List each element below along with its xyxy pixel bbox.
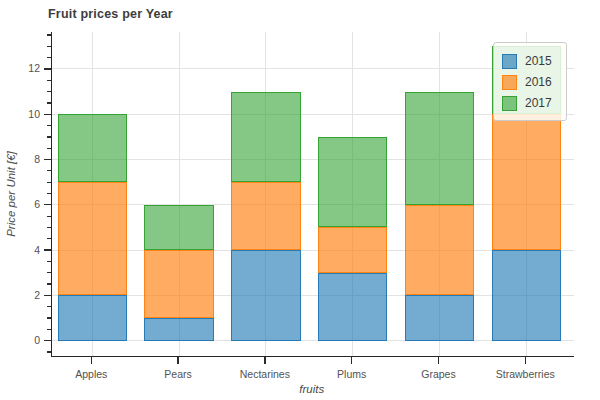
y-tick-label: 2 bbox=[0, 289, 40, 301]
y-major-tick bbox=[44, 204, 51, 205]
y-major-tick bbox=[44, 340, 51, 341]
bar-segment-2016-plums bbox=[318, 227, 387, 272]
bar-segment-2017-pears bbox=[144, 205, 213, 250]
bar-segment-2016-nectarines bbox=[231, 182, 300, 250]
bar-segment-2016-apples bbox=[58, 182, 127, 295]
legend-swatch-2016 bbox=[502, 75, 517, 90]
y-minor-tick bbox=[47, 148, 51, 149]
y-minor-tick bbox=[47, 136, 51, 137]
bar-segment-2015-plums bbox=[318, 273, 387, 341]
x-tick-label: Pears bbox=[133, 368, 223, 380]
y-major-tick bbox=[44, 68, 51, 69]
y-minor-tick bbox=[47, 57, 51, 58]
bar-segment-2015-grapes bbox=[405, 295, 474, 340]
bar-segment-2015-pears bbox=[144, 318, 213, 341]
y-minor-tick bbox=[47, 329, 51, 330]
legend-label: 2015 bbox=[525, 54, 552, 68]
bar-segment-2017-apples bbox=[58, 114, 127, 182]
y-minor-tick bbox=[47, 182, 51, 183]
y-axis-label: Price per Unit [€] bbox=[5, 151, 17, 237]
y-minor-tick bbox=[47, 317, 51, 318]
y-minor-tick bbox=[47, 193, 51, 194]
y-major-tick bbox=[44, 295, 51, 296]
y-major-tick bbox=[44, 159, 51, 160]
x-axis-label: fruits bbox=[212, 383, 412, 395]
legend-item-2016: 2016 bbox=[502, 73, 558, 91]
legend-item-2017: 2017 bbox=[502, 94, 558, 112]
y-tick-label: 12 bbox=[0, 62, 40, 74]
x-tick-label: Plums bbox=[307, 368, 397, 380]
x-major-tick bbox=[351, 357, 352, 364]
y-minor-tick bbox=[47, 238, 51, 239]
y-minor-tick bbox=[47, 170, 51, 171]
y-minor-tick bbox=[47, 272, 51, 273]
bar-segment-2016-strawberries bbox=[492, 114, 561, 250]
y-minor-tick bbox=[47, 91, 51, 92]
bar-segment-2015-strawberries bbox=[492, 250, 561, 341]
bar-segment-2016-pears bbox=[144, 250, 213, 318]
legend-label: 2017 bbox=[525, 96, 552, 110]
y-minor-tick bbox=[47, 351, 51, 352]
y-minor-tick bbox=[47, 102, 51, 103]
y-minor-tick bbox=[47, 46, 51, 47]
y-tick-label: 4 bbox=[0, 244, 40, 256]
legend-swatch-2015 bbox=[502, 54, 517, 69]
legend: 2015 2016 2017 bbox=[493, 42, 567, 121]
y-major-tick bbox=[44, 249, 51, 250]
bar-segment-2017-grapes bbox=[405, 92, 474, 205]
bar-segment-2017-plums bbox=[318, 137, 387, 228]
chart-figure: Fruit prices per Year 024681012ApplesPea… bbox=[0, 0, 600, 400]
y-tick-label: 10 bbox=[0, 108, 40, 120]
legend-item-2015: 2015 bbox=[502, 52, 558, 70]
y-tick-label: 0 bbox=[0, 334, 40, 346]
y-minor-tick bbox=[47, 216, 51, 217]
y-minor-tick bbox=[47, 80, 51, 81]
x-major-tick bbox=[177, 357, 178, 364]
y-minor-tick bbox=[47, 306, 51, 307]
legend-label: 2016 bbox=[525, 75, 552, 89]
bar-segment-2016-grapes bbox=[405, 205, 474, 296]
x-major-tick bbox=[264, 357, 265, 364]
x-tick-label: Strawberries bbox=[480, 368, 570, 380]
x-tick-label: Nectarines bbox=[220, 368, 310, 380]
chart-title: Fruit prices per Year bbox=[48, 7, 173, 21]
x-major-tick bbox=[91, 357, 92, 364]
y-minor-tick bbox=[47, 283, 51, 284]
y-minor-tick bbox=[47, 227, 51, 228]
y-minor-tick bbox=[47, 34, 51, 35]
y-minor-tick bbox=[47, 261, 51, 262]
legend-swatch-2017 bbox=[502, 96, 517, 111]
x-tick-label: Apples bbox=[46, 368, 136, 380]
y-major-tick bbox=[44, 114, 51, 115]
x-tick-label: Grapes bbox=[393, 368, 483, 380]
x-major-tick bbox=[438, 357, 439, 364]
bar-segment-2017-nectarines bbox=[231, 92, 300, 183]
x-major-tick bbox=[525, 357, 526, 364]
y-minor-tick bbox=[47, 125, 51, 126]
bar-segment-2015-apples bbox=[58, 295, 127, 340]
bar-segment-2015-nectarines bbox=[231, 250, 300, 341]
